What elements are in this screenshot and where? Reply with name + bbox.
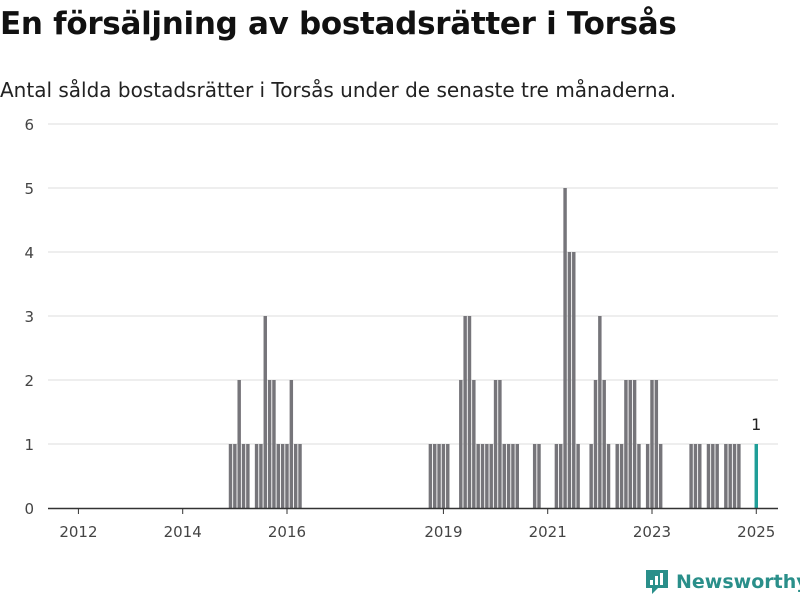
bar bbox=[619, 444, 624, 508]
y-tick-label: 4 bbox=[24, 244, 34, 262]
bar bbox=[272, 380, 276, 508]
bar bbox=[711, 444, 715, 508]
bar bbox=[437, 444, 441, 508]
bar bbox=[280, 444, 285, 508]
bar bbox=[637, 444, 641, 508]
bar bbox=[650, 380, 654, 508]
bar bbox=[515, 444, 520, 508]
bar bbox=[606, 444, 611, 508]
bar bbox=[559, 444, 563, 508]
bar bbox=[506, 444, 511, 508]
bar bbox=[732, 444, 737, 508]
bar bbox=[428, 444, 433, 508]
y-tick-label: 5 bbox=[24, 180, 34, 198]
bar bbox=[463, 316, 467, 508]
x-tick-label: 2023 bbox=[633, 523, 671, 541]
bar bbox=[576, 444, 580, 508]
bar bbox=[593, 380, 598, 508]
brand-name: Newsworthy bbox=[676, 571, 800, 593]
bar bbox=[654, 380, 659, 508]
y-tick-label: 6 bbox=[24, 116, 34, 134]
bar bbox=[715, 444, 719, 508]
bar bbox=[724, 444, 728, 508]
tick-labels: 0 1 2 3 4 5 6 1 2012 2014 2016 2019 2021 2023 2025 bbox=[24, 116, 775, 541]
bar bbox=[237, 380, 241, 508]
bar bbox=[589, 444, 593, 508]
bar bbox=[228, 444, 233, 508]
bar bbox=[502, 444, 506, 508]
x-tick-label: 2021 bbox=[529, 523, 567, 541]
y-tick-label: 3 bbox=[24, 308, 34, 326]
bar bbox=[532, 444, 537, 508]
bar bbox=[254, 444, 259, 508]
bar bbox=[628, 380, 632, 508]
y-tick-label: 2 bbox=[24, 372, 34, 390]
bar bbox=[511, 444, 515, 508]
bar bbox=[285, 444, 289, 508]
bar bbox=[598, 316, 602, 508]
x-tick-label: 2025 bbox=[737, 523, 775, 541]
bar bbox=[263, 316, 267, 508]
bar bbox=[493, 380, 498, 508]
bar bbox=[276, 444, 281, 508]
bar bbox=[476, 444, 480, 508]
bar bbox=[298, 444, 302, 508]
bar bbox=[572, 252, 576, 508]
bar bbox=[737, 444, 741, 508]
bar bbox=[728, 444, 732, 508]
bar bbox=[267, 380, 272, 508]
bar bbox=[441, 444, 446, 508]
annotation-label: 1 bbox=[751, 415, 761, 434]
x-tick-label: 2019 bbox=[424, 523, 462, 541]
bar bbox=[706, 444, 711, 508]
newsworthy-logo-icon bbox=[646, 570, 668, 594]
bar bbox=[693, 444, 698, 508]
bar bbox=[246, 444, 250, 508]
bar bbox=[467, 316, 472, 508]
bar bbox=[554, 444, 559, 508]
highlight-bar bbox=[754, 444, 758, 508]
y-tick-label: 0 bbox=[24, 500, 34, 518]
bar bbox=[689, 444, 693, 508]
bar bbox=[472, 380, 476, 508]
bar bbox=[459, 380, 463, 508]
bar bbox=[293, 444, 298, 508]
bar bbox=[563, 188, 567, 508]
y-tick-label: 1 bbox=[24, 436, 34, 454]
bar bbox=[602, 380, 606, 508]
bar bbox=[241, 444, 246, 508]
bar bbox=[624, 380, 628, 508]
bar bbox=[632, 380, 637, 508]
x-tick-label: 2014 bbox=[164, 523, 202, 541]
bars bbox=[228, 188, 758, 508]
bar bbox=[537, 444, 541, 508]
bar bbox=[289, 380, 294, 508]
x-tick-label: 2016 bbox=[268, 523, 306, 541]
bar bbox=[480, 444, 485, 508]
chart-subtitle: Antal sålda bostadsrätter i Torsås under… bbox=[0, 78, 677, 102]
bar bbox=[645, 444, 650, 508]
bar bbox=[259, 444, 263, 508]
bar bbox=[698, 444, 702, 508]
bar bbox=[658, 444, 663, 508]
grid-lines bbox=[48, 123, 778, 445]
bar bbox=[446, 444, 450, 508]
bar bbox=[485, 444, 489, 508]
chart-title: En försäljning av bostadsrätter i Torsås bbox=[0, 6, 677, 42]
bar bbox=[433, 444, 437, 508]
axes bbox=[48, 507, 778, 514]
x-tick-label: 2012 bbox=[59, 523, 97, 541]
bar bbox=[567, 252, 572, 508]
newsworthy-logo[interactable]: Newsworthy bbox=[644, 568, 800, 596]
bar bbox=[489, 444, 493, 508]
bar bbox=[615, 444, 619, 508]
bar bbox=[233, 444, 237, 508]
bar bbox=[498, 380, 502, 508]
